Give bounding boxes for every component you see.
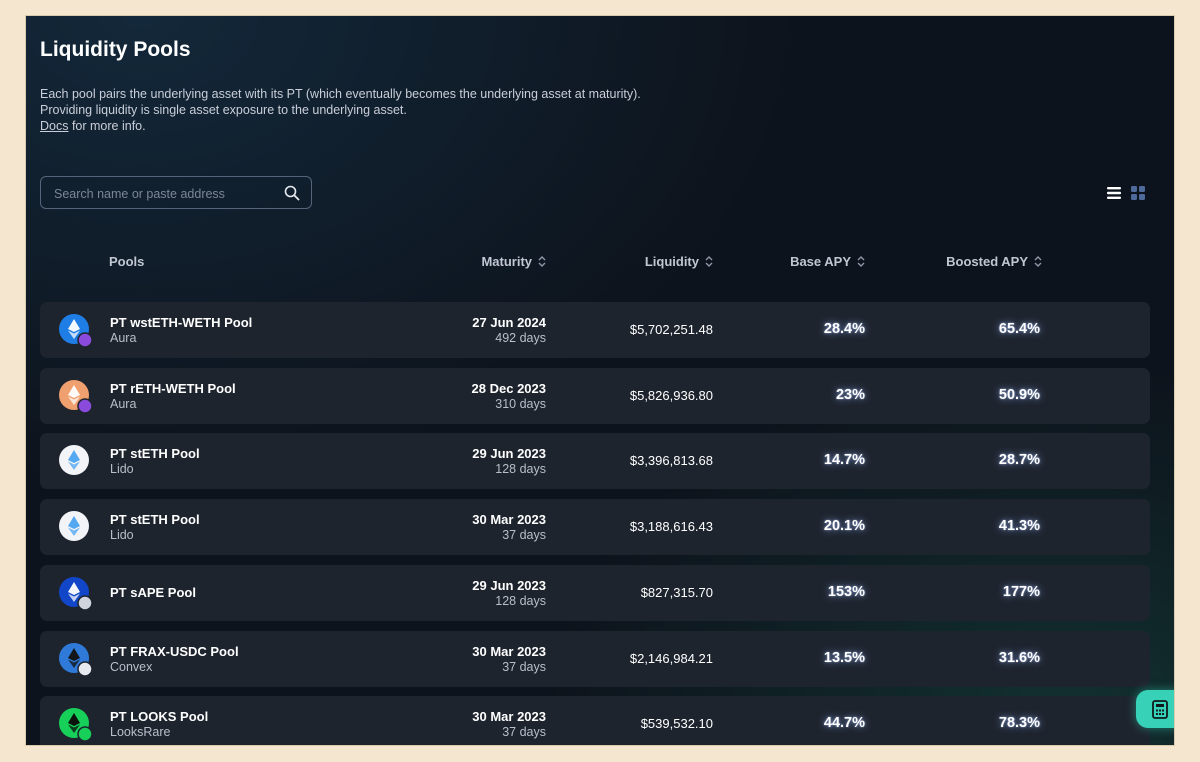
- maturity-days: 492 days: [495, 331, 546, 345]
- sort-icon: [857, 256, 865, 267]
- column-header-maturity[interactable]: Maturity: [481, 254, 546, 269]
- liquidity-value: $5,702,251.48: [629, 322, 713, 337]
- pool-platform: Lido: [110, 462, 134, 476]
- liquidity-value: $5,826,936.80: [629, 388, 713, 403]
- calculator-button[interactable]: [1136, 690, 1174, 728]
- column-header-boosted-apy[interactable]: Boosted APY: [946, 254, 1042, 269]
- boosted-apy-value: 31.6%: [998, 650, 1040, 666]
- pool-name: PT LOOKS Pool: [110, 709, 209, 724]
- description-line-1: Each pool pairs the underlying asset wit…: [40, 87, 641, 101]
- description-line-3: Docs for more info.: [40, 118, 800, 134]
- column-header-pools: Pools: [109, 254, 144, 269]
- column-header-liquidity[interactable]: Liquidity: [645, 254, 713, 269]
- page-description: Each pool pairs the underlying asset wit…: [40, 86, 800, 134]
- pool-platform: Aura: [110, 331, 137, 345]
- boosted-apy-value: 177%: [1002, 584, 1040, 600]
- pool-platform: LooksRare: [110, 725, 171, 739]
- base-apy-value: 28.4%: [823, 321, 865, 337]
- pool-platform: Aura: [110, 397, 137, 411]
- maturity-date: 30 Mar 2023: [472, 709, 546, 724]
- base-apy-value: 153%: [827, 584, 865, 600]
- pool-name: PT stETH Pool: [110, 512, 200, 527]
- docs-suffix: for more info.: [68, 119, 146, 133]
- boosted-apy-value: 41.3%: [998, 518, 1040, 534]
- liquidity-value: $2,146,984.21: [629, 651, 713, 666]
- pool-row[interactable]: PT stETH Pool Lido 29 Jun 2023 128 days $3,3…: [40, 433, 1150, 489]
- frax-usdc-icon: [59, 643, 92, 676]
- liquidity-value: $827,315.70: [640, 585, 713, 600]
- looks-icon: [59, 708, 92, 741]
- base-apy-value: 44.7%: [823, 715, 865, 731]
- pool-name: PT wstETH-WETH Pool: [110, 315, 253, 330]
- table-header: Pools Maturity Liquidity Base APY Booste…: [40, 254, 1150, 274]
- maturity-date: 29 Jun 2023: [472, 578, 546, 593]
- boosted-apy-value: 65.4%: [998, 321, 1040, 337]
- maturity-date: 27 Jun 2024: [472, 315, 546, 330]
- maturity-date: 29 Jun 2023: [472, 446, 546, 461]
- wsteth-weth-icon: [59, 314, 92, 347]
- sort-icon: [1034, 256, 1042, 267]
- page-title: Liquidity Pools: [40, 38, 191, 61]
- column-label-maturity: Maturity: [481, 254, 532, 269]
- liquidity-value: $3,396,813.68: [629, 453, 713, 468]
- boosted-apy-value: 50.9%: [998, 387, 1040, 403]
- maturity-days: 37 days: [502, 725, 546, 739]
- docs-link[interactable]: Docs: [40, 119, 69, 133]
- pool-platform: Convex: [110, 660, 153, 674]
- liquidity-value: $539,532.10: [640, 716, 713, 731]
- maturity-date: 30 Mar 2023: [472, 644, 546, 659]
- maturity-days: 310 days: [495, 397, 546, 411]
- base-apy-value: 23%: [835, 387, 865, 403]
- app-frame: Liquidity Pools Each pool pairs the unde…: [26, 16, 1174, 745]
- pool-name: PT rETH-WETH Pool: [110, 381, 236, 396]
- pool-row[interactable]: PT wstETH-WETH Pool Aura 27 Jun 2024 492 da…: [40, 302, 1150, 358]
- maturity-days: 128 days: [495, 462, 546, 476]
- pool-platform: Lido: [110, 528, 134, 542]
- steth-icon: [59, 445, 89, 475]
- pool-row[interactable]: PT rETH-WETH Pool Aura 28 Dec 2023 310 days…: [40, 368, 1150, 424]
- search-icon[interactable]: [284, 185, 300, 201]
- maturity-days: 37 days: [502, 660, 546, 674]
- search-input[interactable]: [52, 177, 276, 210]
- list-view-icon[interactable]: [1107, 186, 1121, 200]
- pool-name: PT stETH Pool: [110, 446, 200, 461]
- pool-name: PT sAPE Pool: [110, 585, 196, 600]
- reth-weth-icon: [59, 380, 92, 413]
- pool-row[interactable]: PT LOOKS Pool LooksRare 30 Mar 2023 37 days…: [40, 696, 1150, 745]
- boosted-apy-value: 28.7%: [998, 452, 1040, 468]
- maturity-date: 30 Mar 2023: [472, 512, 546, 527]
- pool-name: PT FRAX-USDC Pool: [110, 644, 239, 659]
- maturity-days: 128 days: [495, 594, 546, 608]
- liquidity-value: $3,188,616.43: [629, 519, 713, 534]
- calculator-icon: [1152, 700, 1168, 719]
- sape-icon: [59, 577, 92, 610]
- pool-row[interactable]: PT sAPE Pool 29 Jun 2023 128 days $827,315.…: [40, 565, 1150, 621]
- maturity-days: 37 days: [502, 528, 546, 542]
- base-apy-value: 20.1%: [823, 518, 865, 534]
- sort-icon: [538, 256, 546, 267]
- maturity-date: 28 Dec 2023: [471, 381, 546, 396]
- base-apy-value: 13.5%: [823, 650, 865, 666]
- column-label-liquidity: Liquidity: [644, 254, 699, 269]
- pool-row[interactable]: PT FRAX-USDC Pool Convex 30 Mar 2023 37 day…: [40, 631, 1150, 687]
- column-label-boosted-apy: Boosted APY: [946, 254, 1028, 269]
- column-label-pools: Pools: [109, 254, 145, 269]
- column-header-base-apy[interactable]: Base APY: [790, 254, 865, 269]
- pool-row[interactable]: PT stETH Pool Lido 30 Mar 2023 37 days $3,18…: [40, 499, 1150, 555]
- description-line-2: Providing liquidity is single asset expo…: [40, 103, 407, 117]
- sort-icon: [705, 256, 713, 267]
- steth-icon: [59, 511, 89, 541]
- grid-view-icon[interactable]: [1131, 186, 1145, 200]
- column-label-base-apy: Base APY: [790, 254, 851, 269]
- base-apy-value: 14.7%: [823, 452, 865, 468]
- boosted-apy-value: 78.3%: [998, 715, 1040, 731]
- search-box: [40, 176, 312, 210]
